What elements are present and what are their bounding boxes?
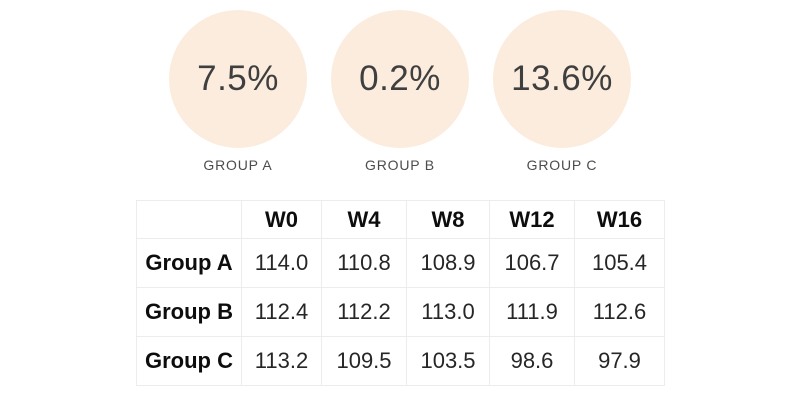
- cell-group-b-w12: 111.9: [489, 287, 575, 337]
- stat-value-group-c: 13.6%: [511, 59, 613, 98]
- cell-group-b-w0: 112.4: [241, 287, 322, 337]
- cell-group-c-w0: 113.2: [241, 336, 322, 386]
- cell-group-c-w8: 103.5: [406, 336, 490, 386]
- table-row-group-a: Group A 114.0 110.8 108.9 106.7 105.4: [136, 238, 665, 288]
- cell-group-a-w16: 105.4: [574, 238, 665, 288]
- column-header-w12: W12: [489, 200, 575, 239]
- stat-value-group-a: 7.5%: [197, 59, 279, 98]
- cell-group-a-w0: 114.0: [241, 238, 322, 288]
- cell-group-c-w12: 98.6: [489, 336, 575, 386]
- cell-group-b-w16: 112.6: [574, 287, 665, 337]
- data-table: W0 W4 W8 W12 W16 Group A 114.0 110.8 108…: [136, 200, 665, 386]
- stat-circle-group-c: 13.6%: [493, 10, 631, 148]
- stat-value-group-b: 0.2%: [359, 59, 441, 98]
- cell-group-a-w4: 110.8: [321, 238, 407, 288]
- column-header-w0: W0: [241, 200, 322, 239]
- column-header-w8: W8: [406, 200, 490, 239]
- cell-group-c-w4: 109.5: [321, 336, 407, 386]
- stat-label-group-a: GROUP A: [203, 157, 273, 173]
- stat-circles-row: 7.5% GROUP A 0.2% GROUP B 13.6% GROUP C: [0, 10, 800, 173]
- table-row-group-c: Group C 113.2 109.5 103.5 98.6 97.9: [136, 336, 665, 386]
- cell-group-a-w12: 106.7: [489, 238, 575, 288]
- column-header-w16: W16: [574, 200, 665, 239]
- stat-group-b: 0.2% GROUP B: [331, 10, 469, 173]
- row-label-group-c: Group C: [136, 336, 242, 386]
- row-label-group-b: Group B: [136, 287, 242, 337]
- row-label-group-a: Group A: [136, 238, 242, 288]
- stat-label-group-b: GROUP B: [365, 157, 435, 173]
- cell-group-b-w4: 112.2: [321, 287, 407, 337]
- table-row-group-b: Group B 112.4 112.2 113.0 111.9 112.6: [136, 287, 665, 337]
- table-corner-cell: [136, 200, 242, 239]
- stat-group-a: 7.5% GROUP A: [169, 10, 307, 173]
- stat-group-c: 13.6% GROUP C: [493, 10, 631, 173]
- cell-group-b-w8: 113.0: [406, 287, 490, 337]
- stat-label-group-c: GROUP C: [526, 157, 598, 173]
- cell-group-a-w8: 108.9: [406, 238, 490, 288]
- stat-circle-group-b: 0.2%: [331, 10, 469, 148]
- column-header-w4: W4: [321, 200, 407, 239]
- stat-circle-group-a: 7.5%: [169, 10, 307, 148]
- data-table-container: W0 W4 W8 W12 W16 Group A 114.0 110.8 108…: [136, 200, 665, 386]
- cell-group-c-w16: 97.9: [574, 336, 665, 386]
- table-header-row: W0 W4 W8 W12 W16: [136, 200, 665, 239]
